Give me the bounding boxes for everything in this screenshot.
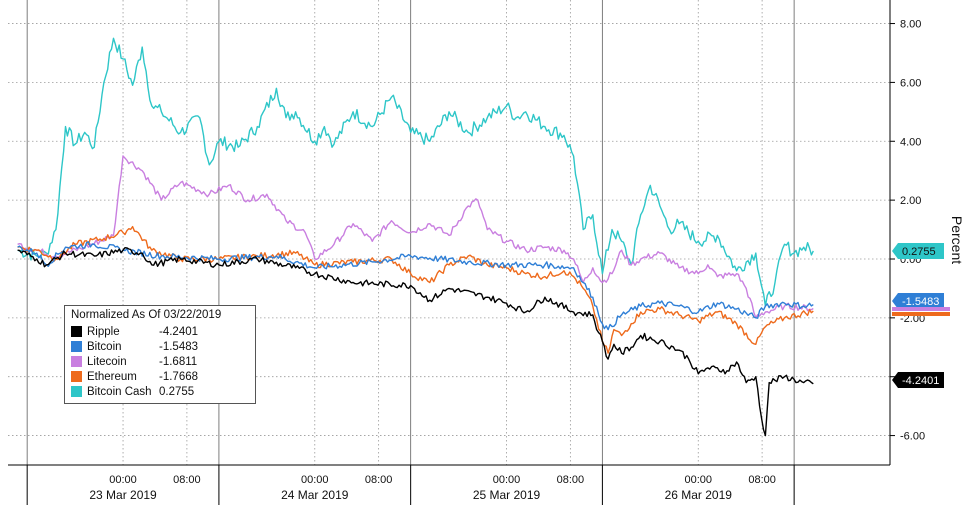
legend-item: Bitcoin Cash 0.2755 bbox=[71, 384, 249, 399]
y-tick-label: 4.00 bbox=[900, 136, 921, 148]
day-label: 25 Mar 2019 bbox=[473, 488, 541, 502]
legend-series-name: Ethereum bbox=[87, 370, 137, 383]
last-value-tag bbox=[892, 293, 944, 309]
series-line-ethereum bbox=[17, 225, 814, 354]
legend-series-value: -1.5483 bbox=[159, 340, 199, 353]
legend: Normalized As Of 03/22/2019 Ripple -4.240… bbox=[64, 305, 256, 404]
y-tick-label: 8.00 bbox=[900, 19, 921, 31]
grid-lines bbox=[8, 0, 890, 465]
day-label: 24 Mar 2019 bbox=[281, 488, 349, 502]
y-tick-label: 2.00 bbox=[900, 195, 921, 207]
x-tick-label: 08:00 bbox=[365, 474, 393, 486]
series-line-bitcoin-cash bbox=[17, 37, 814, 307]
legend-title: Normalized As Of 03/22/2019 bbox=[71, 309, 222, 321]
series-line-litecoin bbox=[17, 155, 814, 319]
legend-swatch bbox=[71, 386, 82, 397]
series-line-ripple bbox=[17, 247, 814, 437]
series-line-bitcoin bbox=[17, 241, 814, 331]
last-value-tag bbox=[892, 372, 944, 388]
y-tick-label: -6.00 bbox=[900, 431, 925, 443]
x-axis: 00:00 08:00 00:00 08:00 00:00 08:00 00:00 08:00… bbox=[8, 464, 890, 505]
series-lines bbox=[17, 37, 814, 437]
x-tick-label: 08:00 bbox=[748, 474, 776, 486]
last-value-labels: 0.2755 -1.5483 -4.2401 bbox=[892, 243, 950, 388]
legend-rows: Ripple -4.2401 Bitcoin -1.5483 Litecoin -1.68… bbox=[71, 324, 249, 399]
legend-item: Litecoin -1.6811 bbox=[71, 354, 249, 369]
y-axis-label: Percent bbox=[949, 216, 965, 264]
legend-series-name: Ripple bbox=[87, 325, 120, 338]
x-tick-label: 00:00 bbox=[493, 474, 521, 486]
x-tick-label: 08:00 bbox=[557, 474, 585, 486]
legend-series-value: -1.7668 bbox=[159, 370, 199, 383]
legend-swatch bbox=[71, 356, 82, 367]
legend-item: Bitcoin -1.5483 bbox=[71, 339, 249, 354]
last-value-tag-hidden bbox=[892, 307, 950, 311]
last-value-tag bbox=[892, 243, 944, 259]
legend-series-value: -4.2401 bbox=[159, 325, 199, 338]
y-axis: 8.006.004.002.000.00-2.00-4.00-6.00 bbox=[889, 0, 925, 465]
x-tick-label: 08:00 bbox=[173, 474, 201, 486]
legend-item: Ethereum -1.7668 bbox=[71, 369, 249, 384]
legend-series-value: -1.6811 bbox=[159, 355, 198, 368]
legend-swatch bbox=[71, 326, 82, 337]
legend-series-name: Litecoin bbox=[87, 355, 127, 368]
last-value-label: -1.5483 bbox=[902, 296, 939, 308]
x-tick-label: 00:00 bbox=[684, 474, 712, 486]
day-label: 23 Mar 2019 bbox=[89, 488, 157, 502]
y-tick-label: 6.00 bbox=[900, 77, 921, 89]
legend-series-value: 0.2755 bbox=[159, 385, 195, 398]
legend-swatch bbox=[71, 341, 82, 352]
legend-item: Ripple -4.2401 bbox=[71, 324, 249, 339]
x-tick-label: 00:00 bbox=[301, 474, 329, 486]
legend-series-name: Bitcoin bbox=[87, 340, 122, 353]
day-label: 26 Mar 2019 bbox=[665, 488, 733, 502]
last-value-tag-hidden bbox=[892, 312, 950, 316]
last-value-label: 0.2755 bbox=[902, 246, 936, 258]
legend-swatch bbox=[71, 371, 82, 382]
legend-series-name: Bitcoin Cash bbox=[87, 385, 152, 398]
x-tick-label: 00:00 bbox=[109, 474, 137, 486]
last-value-label: -4.2401 bbox=[902, 375, 939, 387]
